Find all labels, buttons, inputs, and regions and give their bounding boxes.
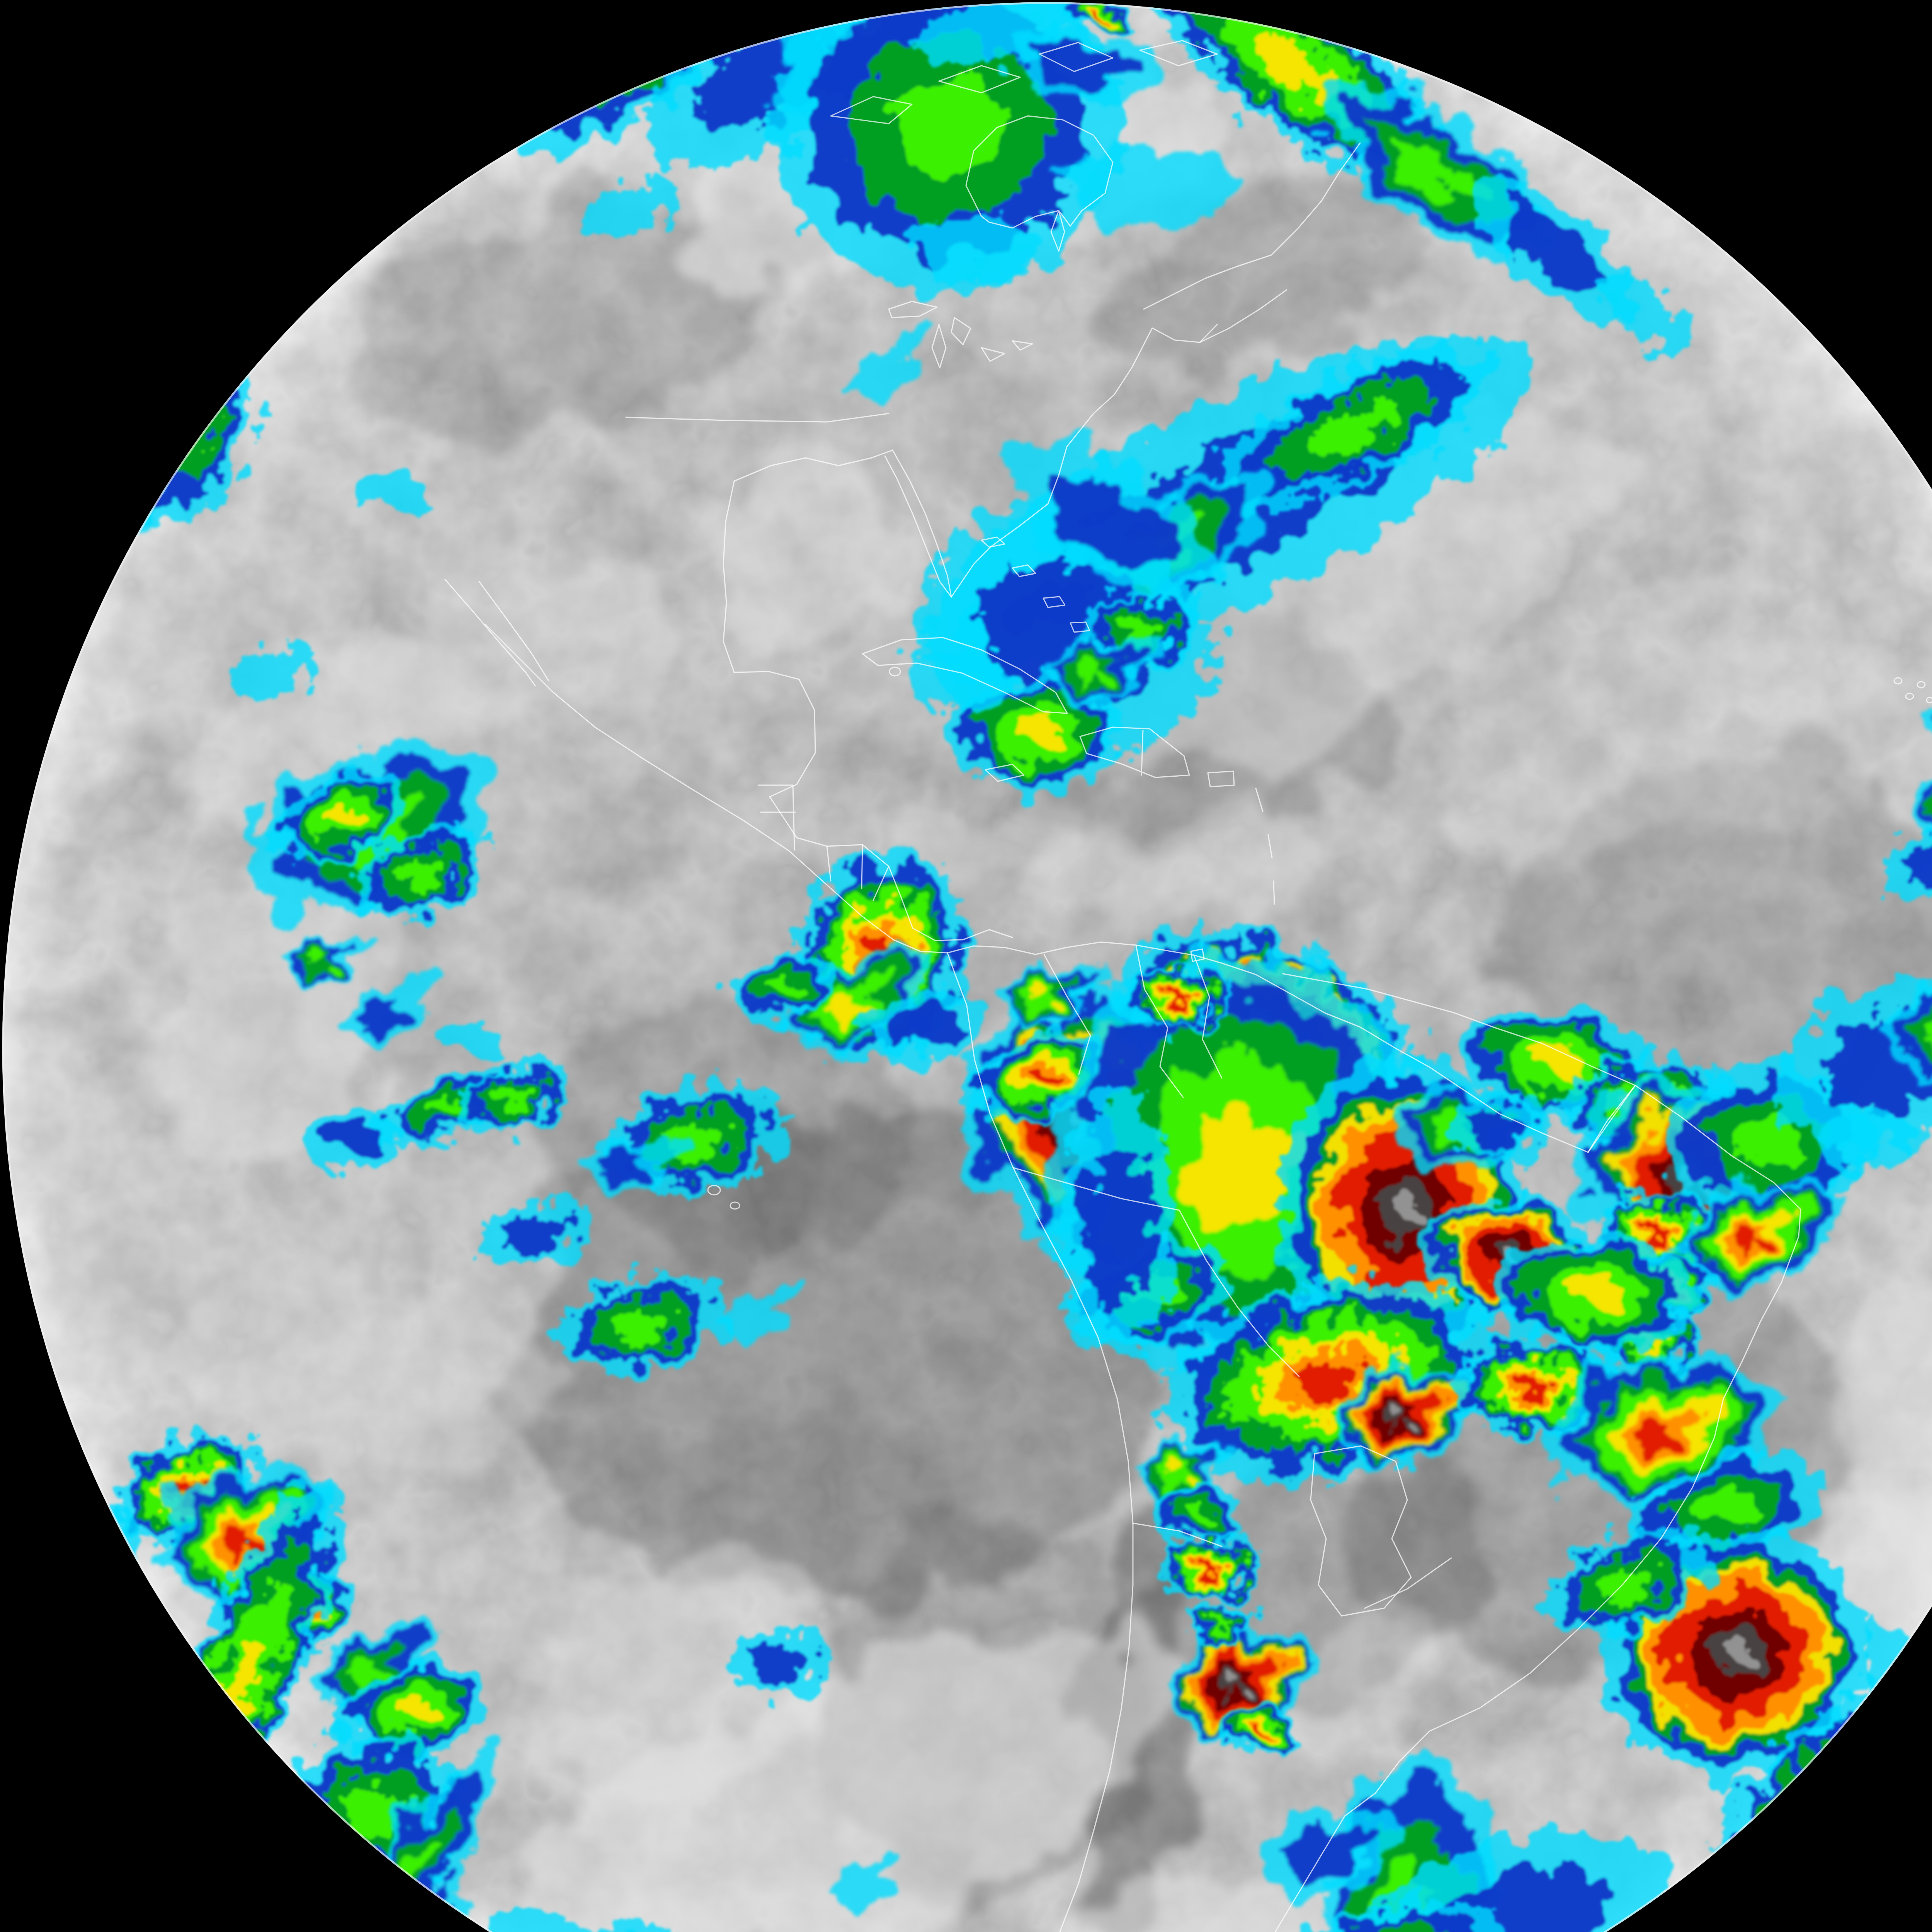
earth-full-disk-satellite-image [0,0,1932,1932]
storm-layer-cyan [1812,1111,1913,1169]
storm-layer-yellow [1184,1107,1289,1227]
storm-layer-blue [750,1642,811,1681]
storm-cluster [912,216,1036,286]
storm-layer-red [1519,1377,1550,1397]
storm-layer-blue [1469,1110,1529,1146]
storm-cluster [283,933,359,976]
storm-layer-green [1784,1818,1918,1932]
storm-layer-red [1646,1224,1669,1241]
storm-layer-blue [599,1144,653,1174]
storm-layer-bgreen [1803,1836,1899,1928]
storm-cluster [1189,1601,1253,1645]
storm-layer-graylight [1391,1405,1407,1416]
storm-layer-cyan [1754,1789,1932,1932]
storm-cluster [1056,1094,1177,1355]
storm-layer-red [1168,991,1189,1003]
storm-cluster [298,1112,398,1168]
storm-layer-red [1089,14,1102,20]
storm-layer-cyan [355,475,425,514]
storm-layer-blue [1771,1805,1931,1932]
storm-cluster [1256,1802,1387,1892]
storm-layer-yellow [1031,981,1056,997]
storm-layer-graylight [1719,1639,1751,1669]
storm-layer-bgreen [1733,1118,1799,1170]
storm-cluster [1449,1098,1549,1158]
storm-layer-bgreen [309,947,333,961]
storm-layer-graylight [1388,1192,1418,1228]
storm-cluster [1218,1707,1294,1755]
storm-cluster [730,1629,831,1694]
storm-layer-graylight [1226,1670,1243,1684]
storm-cluster [1124,964,1233,1029]
storm-cluster [581,1134,671,1184]
storm-layer-cyan [437,1028,498,1059]
storm-layer-yellow [1012,717,1059,751]
storm-layer-bgreen [1211,1616,1231,1630]
storm-layer-red [1248,1726,1263,1736]
storm-layer-red [1200,1562,1219,1575]
storm-layer-blue [1282,1820,1361,1874]
storm-layer-bgreen [1180,1505,1208,1524]
space-background [0,0,1932,1932]
storm-cluster [1812,1111,1913,1169]
storm-layer-yellow [1781,1769,1874,1864]
globe-layers [2,0,1932,1932]
storm-layer-blue [1080,1146,1153,1303]
storm-layer-bgreen [1078,654,1109,675]
storm-cluster [437,1028,498,1059]
storm-layer-yellow [1168,1456,1189,1473]
storm-cluster [1331,1361,1467,1460]
storm-cluster [355,475,425,514]
storm-layer-yellow [1824,1856,1878,1907]
storm-layer-bgreen [1121,618,1159,642]
storm-cluster [1139,1434,1218,1495]
storm-cluster [1045,632,1142,697]
storm-cluster [1161,1534,1258,1604]
storm-cluster [1754,1789,1932,1932]
storm-layer-cyan [912,216,1036,286]
storm-layer-blue [318,1123,378,1156]
